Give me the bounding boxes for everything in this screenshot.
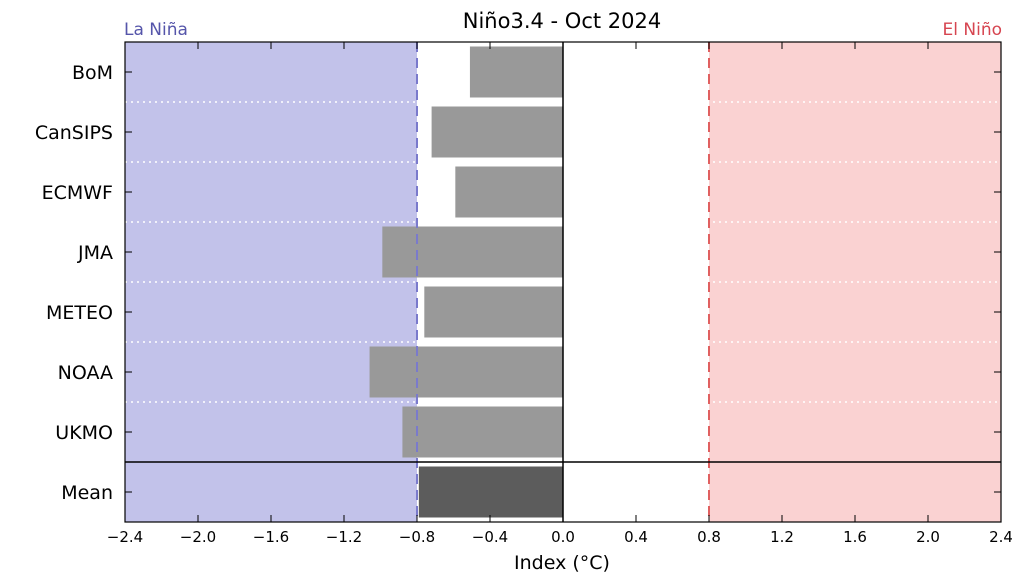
y-label-bom: BoM: [72, 62, 113, 84]
y-label-meteo: METEO: [46, 302, 113, 324]
x-axis-label: Index (°C): [514, 552, 610, 574]
bar-ukmo: [402, 406, 563, 458]
x-tick-label: −1.6: [253, 528, 289, 546]
bar-mean: [418, 466, 563, 518]
x-tick-label: −2.4: [107, 528, 143, 546]
x-tick-label: 0.4: [624, 528, 648, 546]
x-tick-labels: −2.4 −2.0 −1.6 −1.2 −0.8 −0.4 0.0 0.4 0.8 1.2 1.6 2…: [107, 528, 1012, 546]
bar-noaa: [369, 346, 563, 398]
x-tick-label: 2.0: [916, 528, 940, 546]
y-label-noaa: NOAA: [58, 362, 113, 384]
x-tick-label: −0.4: [472, 528, 508, 546]
x-tick-label: 2.4: [989, 528, 1012, 546]
x-tick-label: −0.8: [399, 528, 435, 546]
bar-bom: [469, 46, 563, 98]
bar-meteo: [424, 286, 563, 338]
y-label-mean: Mean: [61, 482, 113, 504]
region-shading: [125, 42, 1001, 522]
x-tick-label: 1.6: [843, 528, 867, 546]
axes: [124, 41, 1002, 523]
threshold-lines: [125, 42, 1001, 522]
bar-cansips: [431, 106, 563, 158]
chart-title: Niño3.4 - Oct 2024: [463, 9, 661, 33]
bar-ecmwf: [455, 166, 563, 218]
bars: [369, 46, 563, 518]
el-nino-label: El Niño: [943, 20, 1002, 40]
x-tick-label: −2.0: [180, 528, 216, 546]
y-label-ecmwf: ECMWF: [42, 182, 113, 204]
y-label-jma: JMA: [77, 242, 113, 264]
x-tick-label: 0.0: [551, 528, 575, 546]
la-nina-label: La Niña: [124, 20, 188, 40]
x-tick-label: 0.8: [697, 528, 721, 546]
y-label-cansips: CanSIPS: [35, 122, 113, 144]
x-tick-label: −1.2: [326, 528, 362, 546]
bar-jma: [382, 226, 563, 278]
y-tick-labels: BoM CanSIPS ECMWF JMA METEO NOAA UKMO Mean: [35, 62, 113, 504]
x-tick-label: 1.2: [770, 528, 794, 546]
y-label-ukmo: UKMO: [55, 422, 113, 444]
el-nino-region: [709, 42, 1001, 522]
